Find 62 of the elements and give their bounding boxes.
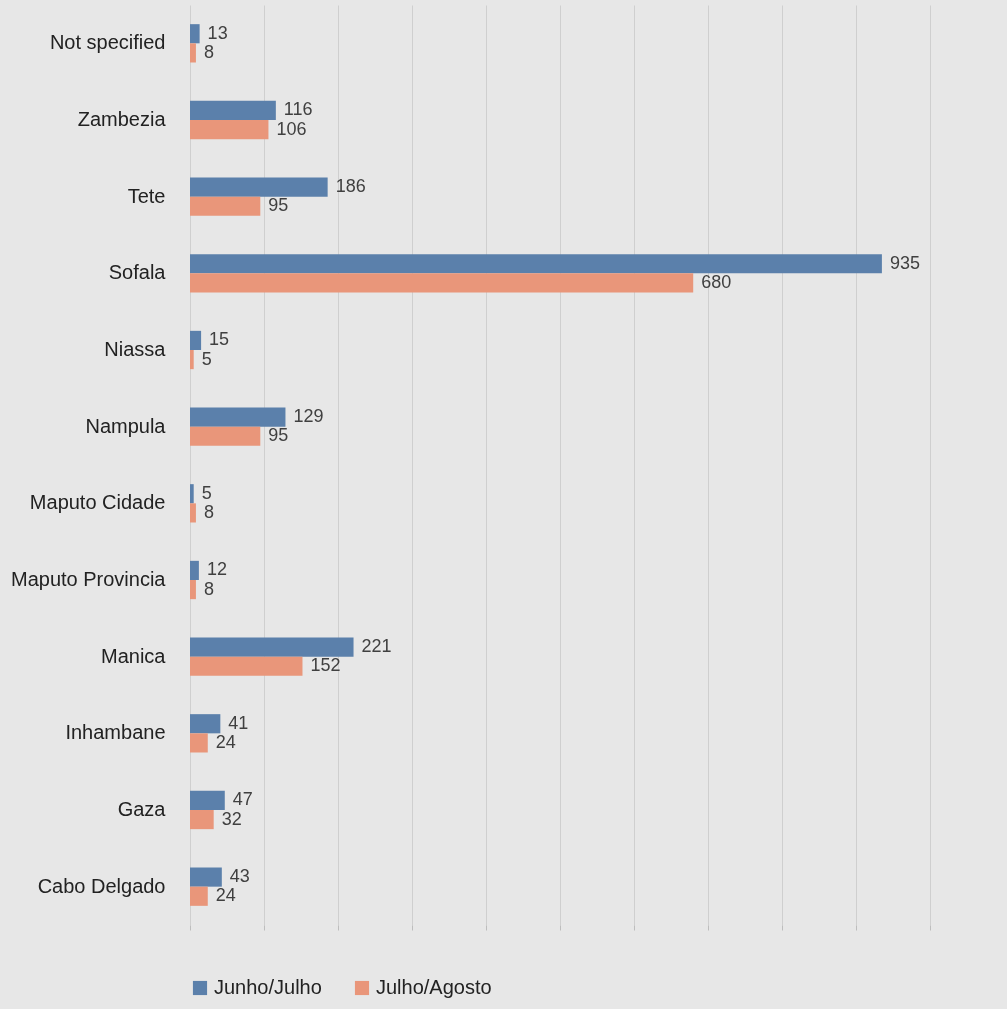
- data-label: 186: [335, 176, 366, 197]
- bar: [190, 656, 303, 676]
- bar: [190, 714, 221, 734]
- bar: [190, 407, 286, 427]
- bar: [190, 580, 196, 600]
- bar: [190, 196, 261, 216]
- data-label: 152: [310, 655, 341, 676]
- data-label: 41: [228, 712, 249, 733]
- data-label: 8: [203, 501, 214, 522]
- data-label: 5: [201, 482, 212, 503]
- data-label: 116: [283, 99, 313, 120]
- data-label: 15: [209, 329, 230, 350]
- bar: [190, 503, 196, 523]
- y-tick-label: Manica: [101, 644, 167, 667]
- data-label: 24: [215, 885, 236, 906]
- legend-label: Julho/Agosto: [376, 976, 492, 998]
- data-label: 47: [232, 789, 253, 810]
- bar: [190, 43, 196, 63]
- bar: [190, 637, 354, 657]
- bar: [190, 790, 225, 810]
- y-tick-label: Maputo Provincia: [10, 568, 167, 590]
- bar: [190, 350, 194, 370]
- data-label: 5: [201, 348, 212, 369]
- y-tick-label: Gaza: [117, 798, 167, 820]
- bar: [190, 177, 328, 197]
- y-tick-label: Zambezia: [77, 108, 167, 130]
- y-tick-label: Niassa: [104, 338, 167, 360]
- y-tick-label: Inhambane: [65, 721, 166, 744]
- data-label: 12: [206, 559, 227, 580]
- data-label: 32: [221, 808, 242, 829]
- legend-label: Junho/Julho: [214, 976, 322, 998]
- data-label: 13: [207, 22, 228, 43]
- bar: [190, 733, 208, 753]
- bar: [190, 273, 694, 293]
- data-label: 680: [701, 271, 732, 292]
- data-label: 106: [276, 118, 307, 139]
- bar: [190, 886, 208, 906]
- bar: [190, 426, 261, 446]
- bar: [190, 560, 199, 580]
- data-label: 935: [889, 252, 920, 273]
- data-label: 8: [203, 41, 214, 62]
- bar: [190, 484, 194, 504]
- bar: [190, 254, 882, 274]
- data-label: 24: [215, 731, 236, 752]
- data-label: 95: [268, 425, 289, 446]
- bar: [190, 330, 202, 350]
- data-label: 221: [361, 636, 392, 657]
- y-tick-label: Cabo Delgado: [37, 874, 166, 897]
- bar: [190, 100, 276, 120]
- data-label: 43: [229, 866, 250, 887]
- y-tick-label: Maputo Cidade: [29, 491, 166, 514]
- bar: [190, 867, 222, 887]
- y-tick-label: Not specified: [49, 31, 166, 54]
- data-label: 8: [203, 578, 214, 599]
- y-tick-label: Tete: [127, 184, 166, 207]
- data-label: 95: [268, 195, 289, 216]
- bar: [190, 810, 214, 830]
- y-tick-label: Nampula: [85, 414, 167, 437]
- bar: [190, 24, 200, 44]
- data-label: 129: [293, 406, 324, 427]
- bar: [190, 120, 269, 140]
- y-tick-label: Sofala: [108, 261, 167, 284]
